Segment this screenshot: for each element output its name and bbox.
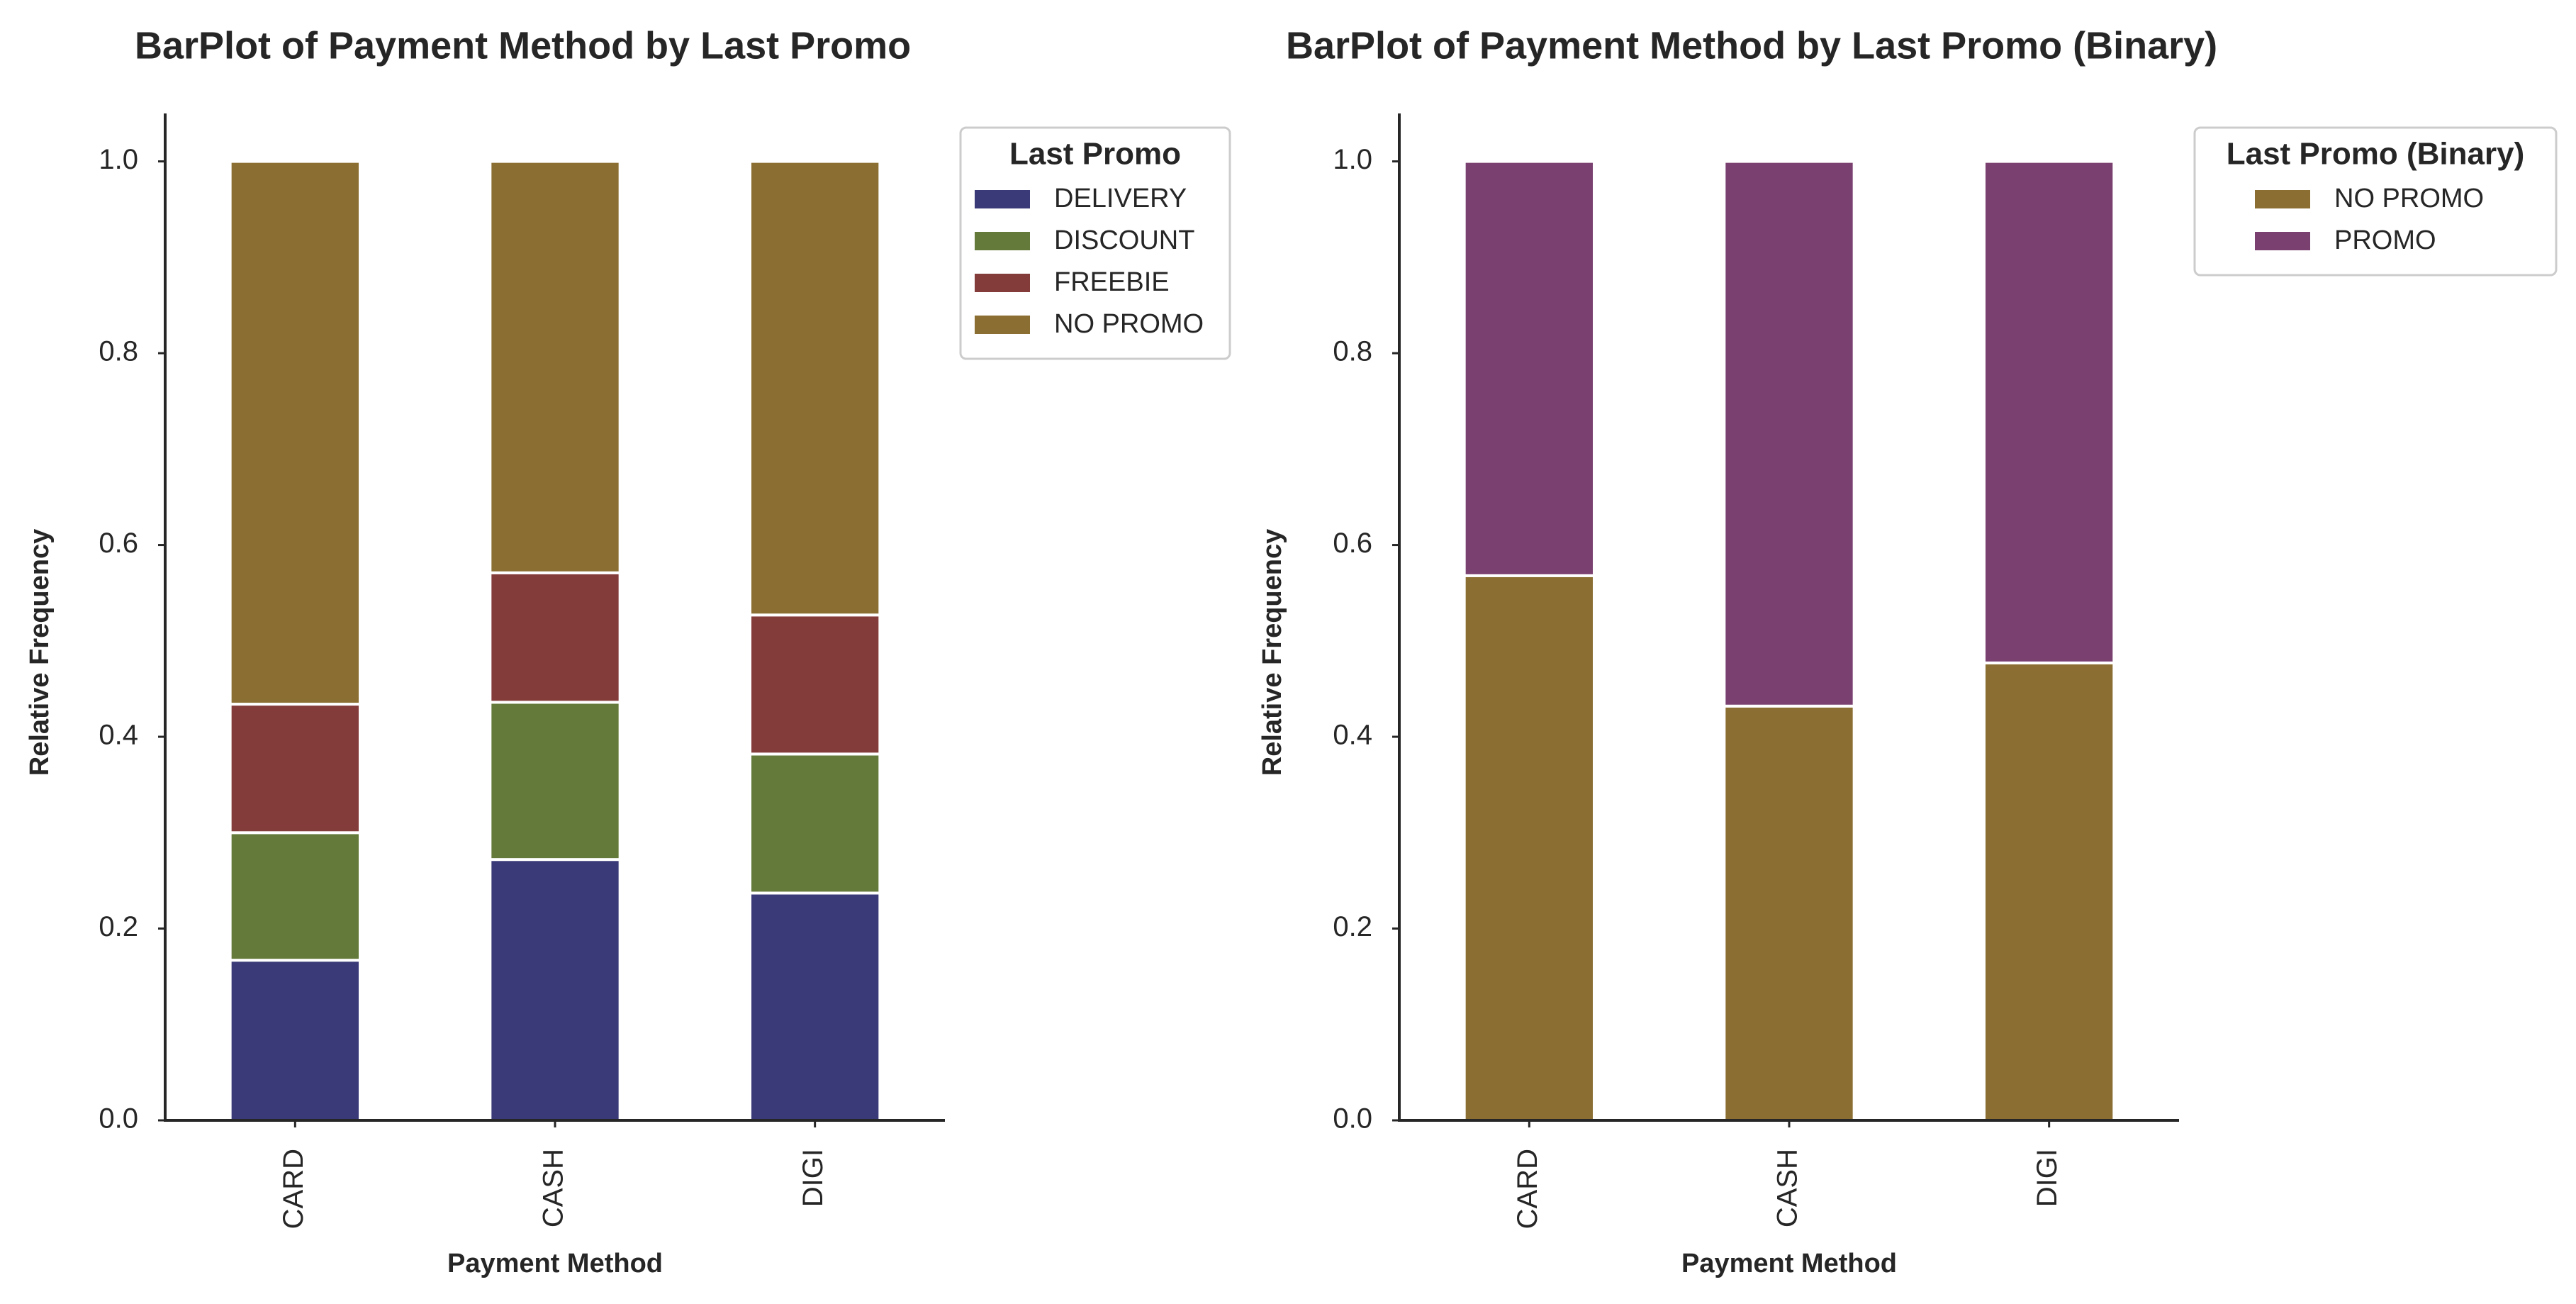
y-axis-label: Relative Frequency [1258, 529, 1287, 776]
legend-label: DISCOUNT [1054, 225, 1194, 255]
x-tick-label: DIGI [2032, 1149, 2063, 1207]
bar-digi-delivery [749, 891, 882, 1122]
bar-cash-no-promo [488, 160, 622, 574]
legend-label: FREEBIE [1054, 267, 1170, 297]
legend-swatch [975, 316, 1030, 334]
bar-digi-freebie [749, 613, 882, 756]
bar-digi-discount [749, 752, 882, 895]
y-tick-label: 0.4 [1333, 720, 1372, 751]
y-tick-label: 0.8 [1333, 336, 1372, 367]
chart-1: BarPlot of Payment Method by Last Promo C… [25, 24, 1231, 1278]
x-axis-label: Payment Method [1681, 1249, 1897, 1278]
chart-title: BarPlot of Payment Method by Last Promo [135, 24, 911, 67]
x-axis-label: Payment Method [447, 1249, 663, 1278]
bar-card-no-promo [1462, 574, 1596, 1122]
bar-cash-promo [1723, 160, 1856, 708]
y-tick-label: 0.0 [99, 1103, 138, 1135]
y-tick-label: 0.2 [1333, 911, 1372, 942]
bar-digi-no-promo [1983, 661, 2116, 1122]
bar-card-discount [228, 831, 362, 962]
y-tick-label: 0.2 [99, 911, 138, 942]
bar-card-freebie [228, 703, 362, 835]
y-tick-label: 1.0 [1333, 144, 1372, 175]
chart-title: BarPlot of Payment Method by Last Promo … [1286, 24, 2217, 67]
x-tick-label: CASH [1772, 1149, 1803, 1227]
bar-digi-promo [1983, 160, 2116, 664]
bar-cash-no-promo [1723, 704, 1856, 1122]
legend-frame [959, 126, 1231, 360]
y-tick-label: 0.4 [99, 720, 138, 751]
legend: Last Promo DELIVERY DISCOUNT FREEBIE NO PROM… [959, 126, 1231, 360]
bar-cash-freebie [488, 571, 622, 704]
legend-label: DELIVERY [1054, 184, 1187, 213]
bar-cash-delivery [488, 858, 622, 1122]
bar-digi-no-promo [749, 160, 882, 617]
bar-card-promo [1462, 160, 1596, 577]
legend-label: NO PROMO [2334, 184, 2484, 213]
legend-swatch [975, 274, 1030, 292]
y-tick-label: 0.6 [99, 528, 138, 559]
legend-label: NO PROMO [1054, 309, 1204, 339]
y-tick-label: 0.0 [1333, 1103, 1372, 1135]
legend-swatch [2255, 232, 2310, 250]
x-tick-label: DIGI [797, 1149, 829, 1207]
x-tick-label: CARD [278, 1149, 309, 1229]
legend-label: PROMO [2334, 225, 2436, 255]
legend-swatch [975, 190, 1030, 208]
bar-cash-discount [488, 701, 622, 862]
y-tick-label: 1.0 [99, 144, 138, 175]
y-axis-label: Relative Frequency [25, 529, 55, 776]
y-tick-label: 0.6 [1333, 528, 1372, 559]
chart-2: BarPlot of Payment Method by Last Promo … [1258, 24, 2558, 1278]
legend-title: Last Promo (Binary) [2227, 137, 2525, 172]
legend: Last Promo (Binary) NO PROMO PROMO [2193, 126, 2558, 277]
y-tick-label: 0.8 [99, 336, 138, 367]
legend-swatch [2255, 190, 2310, 208]
legend-swatch [975, 232, 1030, 250]
bar-card-delivery [228, 959, 362, 1122]
legend-title: Last Promo [1009, 137, 1181, 172]
x-tick-label: CASH [538, 1149, 569, 1227]
x-tick-label: CARD [1512, 1149, 1543, 1229]
bar-card-no-promo [228, 160, 362, 706]
